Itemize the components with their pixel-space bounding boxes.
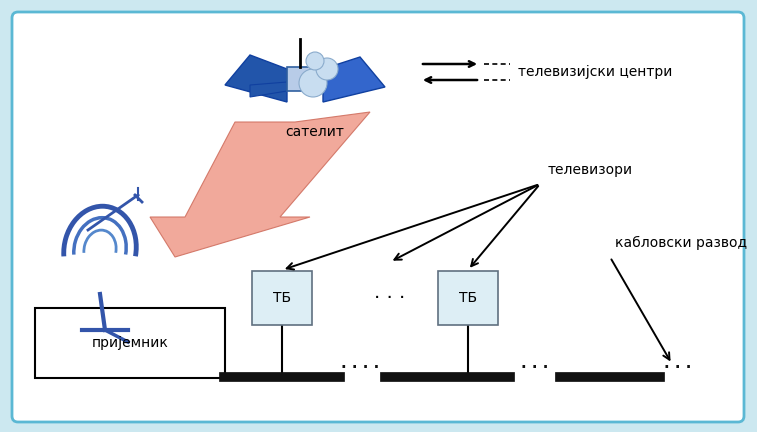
- Text: телевизијски центри: телевизијски центри: [518, 65, 672, 79]
- Text: · · ·: · · ·: [522, 360, 549, 375]
- Circle shape: [316, 58, 338, 80]
- FancyBboxPatch shape: [35, 308, 225, 378]
- FancyBboxPatch shape: [12, 12, 744, 422]
- Polygon shape: [287, 67, 323, 91]
- Polygon shape: [250, 82, 287, 97]
- Text: · · · ·: · · · ·: [341, 360, 379, 375]
- Polygon shape: [225, 55, 287, 102]
- FancyBboxPatch shape: [252, 271, 312, 325]
- FancyBboxPatch shape: [438, 271, 498, 325]
- Polygon shape: [323, 57, 385, 102]
- Text: кабловски развод: кабловски развод: [615, 236, 747, 250]
- Text: · · ·: · · ·: [665, 360, 692, 375]
- Circle shape: [306, 52, 324, 70]
- Polygon shape: [150, 112, 370, 257]
- Text: ТБ: ТБ: [459, 291, 477, 305]
- Circle shape: [299, 69, 327, 97]
- Text: пријемник: пријемник: [92, 336, 169, 350]
- Text: телевизори: телевизори: [548, 163, 633, 177]
- Text: сателит: сателит: [285, 125, 344, 139]
- Text: ТБ: ТБ: [273, 291, 291, 305]
- Text: · · ·: · · ·: [375, 289, 406, 308]
